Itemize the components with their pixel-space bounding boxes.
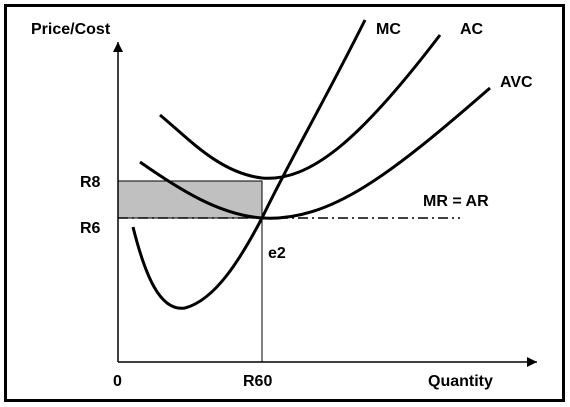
ac-curve: [159, 34, 442, 180]
quantity-tick-label: R60: [243, 373, 272, 390]
avc-curve-label: AVC: [500, 74, 533, 91]
mc-curve: [131, 19, 367, 310]
price-high-label: R8: [80, 174, 101, 191]
price-low-label: R6: [80, 220, 101, 237]
diagram-frame: [4, 4, 565, 402]
equilibrium-label: e2: [268, 245, 286, 262]
mr-ar-label: MR = AR: [423, 193, 489, 210]
mc-curve-label: MC: [376, 21, 401, 38]
shaded-area: [117, 180, 263, 219]
origin-label: 0: [113, 373, 122, 390]
y-axis-label: Price/Cost: [31, 21, 111, 38]
ac-curve-label: AC: [460, 21, 484, 38]
x-axis-label: Quantity: [428, 373, 493, 390]
avc-curve: [139, 86, 491, 220]
